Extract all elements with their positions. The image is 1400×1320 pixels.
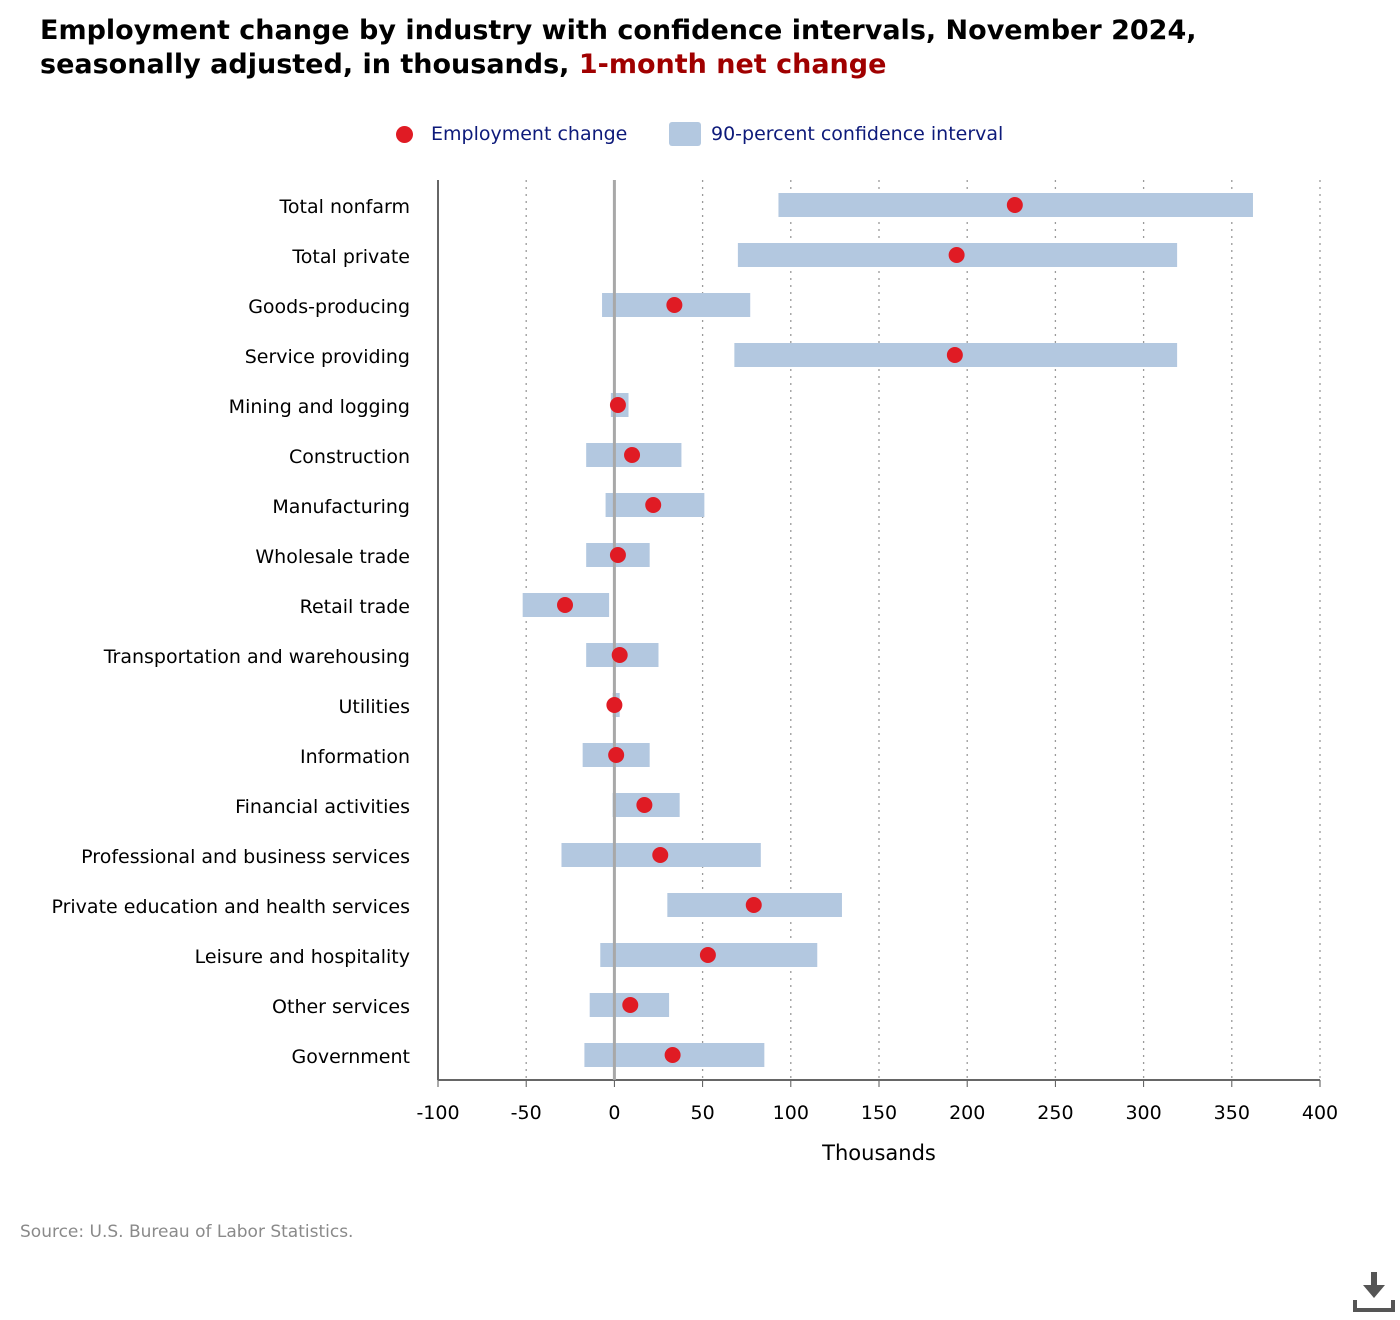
x-tick-label: 150: [861, 1102, 897, 1124]
chart-plot: -100 -50 0 50 100 150 200 250 300 350 400 Thousands…: [51, 180, 1338, 1165]
chart-title-line-2: seasonally adjusted, in thousands, 1-mon…: [40, 48, 1360, 82]
employment-change-point: [699, 947, 716, 963]
legend-box-marker: [669, 122, 701, 146]
chart-legend: Employment change 90-percent confidence …: [0, 118, 1400, 150]
category-label: Construction: [289, 446, 410, 468]
category-label: Total private: [291, 246, 410, 268]
category-label: Private education and health services: [51, 896, 410, 918]
category-label: Total nonfarm: [279, 196, 410, 218]
category-label: Other services: [272, 996, 410, 1018]
employment-change-point: [745, 897, 762, 913]
x-tick-label: -100: [416, 1102, 459, 1124]
category-label: Government: [292, 1046, 411, 1068]
download-icon: [1353, 1272, 1395, 1312]
employment-change-point: [652, 847, 669, 863]
category-label: Mining and logging: [229, 396, 410, 418]
x-tick-label: 0: [608, 1102, 620, 1124]
category-label: Leisure and hospitality: [195, 946, 410, 968]
x-tick-label: 250: [1037, 1102, 1073, 1124]
employment-change-point: [666, 297, 683, 313]
employment-change-point: [611, 647, 628, 663]
x-axis-title: Thousands: [821, 1141, 936, 1165]
employment-change-point: [622, 997, 639, 1013]
download-button[interactable]: [1352, 1270, 1396, 1314]
category-label: Professional and business services: [81, 846, 410, 868]
legend-dot-marker: [396, 125, 413, 143]
category-label: Utilities: [338, 696, 410, 718]
x-tick-label: 300: [1125, 1102, 1161, 1124]
x-tick-label: 50: [691, 1102, 715, 1124]
chart-title: Employment change by industry with confi…: [40, 14, 1360, 82]
employment-change-point: [645, 497, 662, 513]
x-tick-label: 200: [949, 1102, 985, 1124]
x-tick-label: 100: [773, 1102, 809, 1124]
employment-change-point: [664, 1047, 681, 1063]
employment-change-point: [608, 747, 625, 763]
legend-label-employment-change: Employment change: [431, 123, 628, 145]
employment-change-point: [624, 447, 641, 463]
employment-change-point: [557, 597, 574, 613]
employment-change-point: [946, 347, 963, 363]
employment-change-point: [636, 797, 653, 813]
category-label: Service providing: [245, 346, 410, 368]
chart-title-highlight: 1-month net change: [578, 49, 887, 80]
category-label: Wholesale trade: [255, 546, 410, 568]
x-tick-label: 400: [1302, 1102, 1338, 1124]
category-label: Financial activities: [235, 796, 410, 818]
legend-label-confidence-interval: 90-percent confidence interval: [711, 123, 1004, 145]
x-tick-label: -50: [511, 1102, 542, 1124]
source-note: Source: U.S. Bureau of Labor Statistics.: [20, 1222, 354, 1242]
employment-change-point: [609, 547, 626, 563]
category-label: Manufacturing: [272, 496, 410, 518]
employment-change-point: [609, 397, 626, 413]
category-label: Retail trade: [300, 596, 410, 618]
employment-change-point: [948, 247, 965, 263]
chart-title-prefix: seasonally adjusted, in thousands,: [40, 49, 570, 80]
employment-change-point: [606, 697, 623, 713]
employment-change-point: [1006, 197, 1023, 213]
category-label: Information: [300, 746, 410, 768]
category-label: Goods-producing: [248, 296, 410, 318]
legend-item-employment-change[interactable]: Employment change: [396, 118, 627, 150]
x-tick-label: 350: [1214, 1102, 1250, 1124]
category-label: Transportation and warehousing: [103, 646, 410, 668]
chart-title-line-1: Employment change by industry with confi…: [40, 15, 1197, 46]
legend-item-confidence-interval[interactable]: 90-percent confidence interval: [669, 118, 1003, 150]
